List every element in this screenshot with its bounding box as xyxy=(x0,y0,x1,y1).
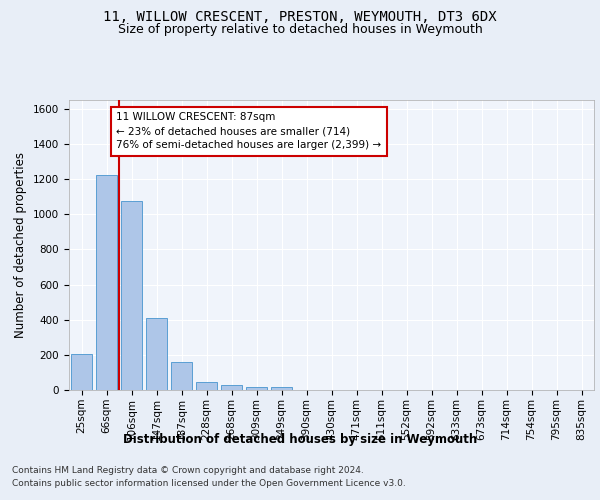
Text: Contains public sector information licensed under the Open Government Licence v3: Contains public sector information licen… xyxy=(12,479,406,488)
Bar xyxy=(96,174,117,390)
Bar xyxy=(146,318,167,390)
Bar xyxy=(171,362,192,390)
Text: 11, WILLOW CRESCENT, PRESTON, WEYMOUTH, DT3 6DX: 11, WILLOW CRESCENT, PRESTON, WEYMOUTH, … xyxy=(103,10,497,24)
Text: Contains HM Land Registry data © Crown copyright and database right 2024.: Contains HM Land Registry data © Crown c… xyxy=(12,466,364,475)
Y-axis label: Number of detached properties: Number of detached properties xyxy=(14,152,28,338)
Bar xyxy=(246,387,267,390)
Bar xyxy=(196,382,217,390)
Bar xyxy=(71,354,92,390)
Text: 11 WILLOW CRESCENT: 87sqm
← 23% of detached houses are smaller (714)
76% of semi: 11 WILLOW CRESCENT: 87sqm ← 23% of detac… xyxy=(116,112,382,150)
Bar xyxy=(121,201,142,390)
Bar xyxy=(271,388,292,390)
Text: Distribution of detached houses by size in Weymouth: Distribution of detached houses by size … xyxy=(123,432,477,446)
Text: Size of property relative to detached houses in Weymouth: Size of property relative to detached ho… xyxy=(118,22,482,36)
Bar xyxy=(221,386,242,390)
